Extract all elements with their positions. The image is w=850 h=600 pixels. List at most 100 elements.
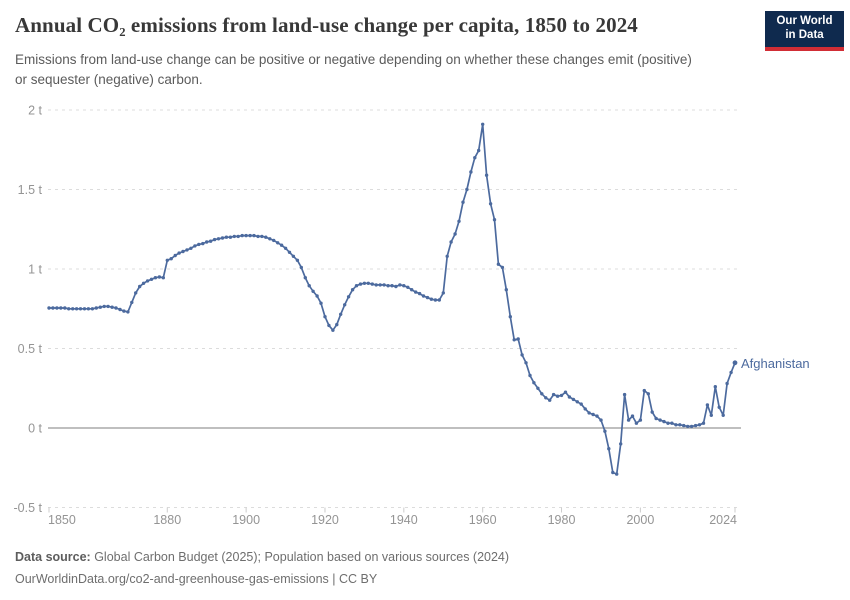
data-point — [236, 234, 240, 239]
data-point — [212, 237, 217, 242]
data-point — [689, 424, 694, 429]
data-point — [642, 388, 646, 393]
data-point — [615, 472, 619, 476]
data-point — [500, 265, 505, 270]
data-point — [291, 254, 296, 258]
data-point — [484, 173, 489, 177]
data-point — [634, 421, 639, 425]
data-point — [126, 310, 130, 314]
y-tick-label: 1.5 t — [18, 183, 43, 197]
data-point — [78, 307, 83, 311]
data-point — [169, 257, 173, 261]
data-point — [362, 281, 367, 285]
data-point — [110, 305, 114, 309]
data-point — [138, 284, 142, 289]
data-point — [114, 306, 118, 310]
data-point — [441, 291, 445, 295]
data-point — [646, 392, 650, 396]
x-tick-label: 1900 — [232, 513, 260, 527]
y-tick-label: -0.5 t — [14, 501, 43, 515]
x-tick-label: 1980 — [548, 513, 576, 527]
data-point — [410, 288, 414, 292]
data-point — [732, 360, 738, 366]
y-tick-label: 2 t — [28, 104, 42, 118]
data-point — [295, 258, 300, 262]
data-point — [161, 276, 165, 280]
data-point — [414, 290, 418, 294]
data-point — [279, 243, 284, 247]
data-point — [729, 370, 733, 375]
series-label-afghanistan[interactable]: Afghanistan — [741, 355, 810, 371]
data-point — [686, 424, 690, 429]
data-point — [59, 306, 63, 310]
data-point — [205, 240, 209, 244]
data-point — [579, 402, 583, 406]
page-title: Annual CO₂ emissions from land-use chang… — [15, 13, 638, 37]
data-point — [666, 421, 670, 425]
data-point — [697, 423, 702, 427]
data-point — [492, 218, 497, 222]
attribution-line[interactable]: OurWorldinData.org/co2-and-greenhouse-ga… — [15, 572, 378, 587]
data-point — [465, 187, 469, 192]
data-point — [189, 246, 193, 250]
data-point — [157, 275, 162, 279]
data-point — [449, 240, 453, 244]
data-point — [406, 285, 410, 289]
data-point — [563, 390, 568, 394]
data-point — [74, 307, 79, 311]
data-point — [425, 295, 430, 300]
data-point — [382, 283, 386, 287]
data-point — [662, 419, 666, 424]
data-point — [102, 304, 106, 309]
data-point — [390, 284, 394, 288]
data-point — [725, 381, 729, 386]
data-point — [548, 398, 552, 402]
owid-logo[interactable]: Our World in Data — [765, 11, 844, 51]
data-point — [94, 306, 99, 310]
data-point — [583, 407, 587, 411]
data-point — [118, 307, 122, 312]
data-point — [67, 307, 71, 311]
data-point — [47, 306, 51, 310]
data-point — [90, 307, 95, 311]
data-point — [445, 254, 449, 258]
data-point — [134, 291, 138, 295]
data-point — [575, 400, 579, 404]
data-point — [622, 392, 627, 397]
data-point — [378, 283, 382, 287]
data-point — [532, 381, 536, 385]
data-point — [473, 156, 477, 160]
data-point — [607, 447, 611, 451]
data-point — [540, 392, 544, 396]
data-point — [682, 423, 686, 428]
series-line[interactable] — [49, 123, 736, 475]
owid-logo-line1: Our World — [776, 15, 833, 28]
x-tick-label: 1920 — [311, 513, 339, 527]
data-point — [638, 418, 643, 422]
data-point — [559, 393, 564, 398]
data-point — [599, 418, 603, 422]
data-point — [567, 395, 572, 399]
line-chart-canvas[interactable]: 2 t 1.5 t 1 t 0.5 t 0 t -0.5 t 1850 1880 1900 192… — [0, 88, 850, 533]
data-point — [145, 279, 150, 283]
data-point — [603, 429, 607, 433]
data-point — [469, 170, 473, 174]
data-point — [591, 412, 595, 417]
data-point — [488, 202, 493, 206]
data-point — [82, 307, 87, 311]
data-point — [437, 298, 441, 302]
data-point — [287, 250, 292, 254]
data-point — [551, 392, 556, 397]
data-point — [335, 322, 339, 327]
data-point — [709, 413, 713, 417]
x-tick-label: 2000 — [626, 513, 654, 527]
data-point — [228, 235, 233, 239]
data-point — [402, 284, 406, 288]
x-tick-label: 1880 — [153, 513, 181, 527]
data-point — [153, 276, 158, 280]
data-point — [457, 219, 461, 223]
data-point — [232, 234, 236, 239]
data-point — [240, 233, 244, 238]
data-point — [244, 233, 248, 238]
data-point — [303, 276, 307, 280]
